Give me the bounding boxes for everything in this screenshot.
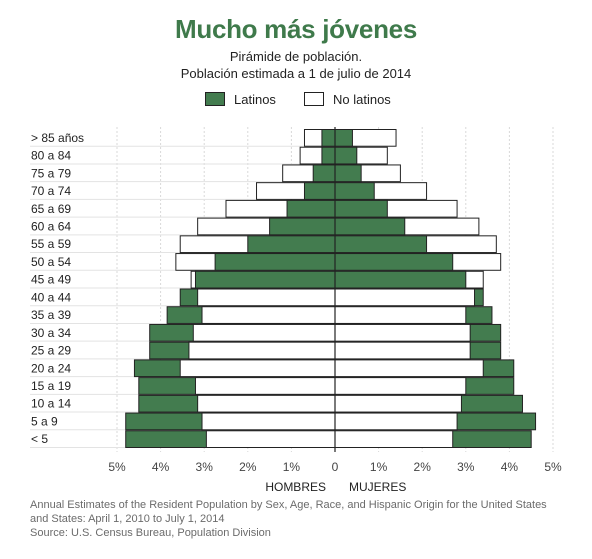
x-tick-label: 0 bbox=[332, 460, 339, 474]
chart-subtitle-line-1: Pirámide de población. bbox=[229, 49, 363, 64]
bar-latinos-hombres bbox=[321, 129, 336, 147]
bar-latinos-mujeres bbox=[334, 270, 467, 289]
bar-latinos-mujeres bbox=[334, 235, 428, 254]
x-tick-label: 2% bbox=[239, 460, 257, 474]
age-label: 5 a 9 bbox=[31, 414, 58, 428]
x-label-hombres: HOMBRES bbox=[265, 480, 326, 494]
bar-latinos-mujeres bbox=[334, 182, 375, 200]
bar-no-latinos-mujeres bbox=[334, 359, 484, 378]
age-label: 60 a 64 bbox=[31, 219, 71, 233]
bar-latinos-mujeres bbox=[334, 129, 353, 147]
bar-no-latinos-mujeres bbox=[334, 306, 467, 324]
age-label: < 5 bbox=[31, 432, 48, 446]
bar-latinos-hombres bbox=[286, 199, 336, 218]
legend-swatch-latinos bbox=[205, 92, 225, 106]
age-label: 80 a 84 bbox=[31, 149, 71, 163]
bar-latinos-mujeres bbox=[334, 164, 362, 183]
age-label: 35 a 39 bbox=[31, 308, 71, 322]
age-label: 10 a 14 bbox=[31, 397, 71, 411]
bar-latinos-hombres bbox=[247, 235, 336, 254]
bar-latinos-hombres bbox=[214, 253, 336, 271]
x-tick-label: 1% bbox=[370, 460, 388, 474]
legend-label-latinos: Latinos bbox=[234, 91, 276, 107]
bar-latinos-hombres bbox=[303, 182, 336, 200]
x-tick-label: 1% bbox=[283, 460, 301, 474]
bar-no-latinos-hombres bbox=[197, 394, 336, 413]
age-label: 30 a 34 bbox=[31, 326, 71, 340]
chart-title: Mucho más jóvenes bbox=[175, 14, 417, 44]
x-tick-label: 2% bbox=[414, 460, 432, 474]
age-label: 15 a 19 bbox=[31, 379, 71, 393]
bar-no-latinos-mujeres bbox=[334, 394, 462, 413]
age-label: > 85 años bbox=[31, 131, 84, 145]
pyramid-chart: > 85 años 80 a 84 75 a 79 70 a 74 65 a 69 60 … bbox=[30, 127, 562, 494]
chart-subtitle-line-2: Población estimada a 1 de julio de 2014 bbox=[180, 66, 412, 81]
bar-latinos-mujeres bbox=[334, 253, 454, 271]
source-line-1: Annual Estimates of the Resident Populat… bbox=[30, 499, 547, 511]
bar-latinos-hombres bbox=[269, 217, 336, 236]
bar-no-latinos-hombres bbox=[192, 323, 336, 342]
age-label: 55 a 59 bbox=[31, 237, 71, 251]
bar-latinos-mujeres bbox=[334, 217, 406, 236]
age-label: 70 a 74 bbox=[31, 184, 71, 198]
source-line-2: and States: April 1, 2010 to July 1, 201… bbox=[30, 513, 225, 525]
bar-latinos-hombres bbox=[321, 146, 336, 165]
age-label: 65 a 69 bbox=[31, 202, 71, 216]
bar-latinos-mujeres bbox=[334, 199, 388, 218]
bar-no-latinos-mujeres bbox=[334, 377, 467, 395]
source-line-3: Source: U.S. Census Bureau, Population D… bbox=[30, 527, 271, 539]
bar-no-latinos-mujeres bbox=[334, 430, 454, 448]
bar-no-latinos-hombres bbox=[194, 377, 336, 395]
bar-no-latinos-hombres bbox=[201, 306, 336, 324]
x-tick-label: 5% bbox=[108, 460, 126, 474]
legend-item-no-latinos: No latinos bbox=[304, 89, 391, 109]
x-tick-label: 4% bbox=[152, 460, 170, 474]
bar-no-latinos-hombres bbox=[188, 341, 336, 360]
bar-no-latinos-hombres bbox=[179, 359, 336, 378]
bar-no-latinos-hombres bbox=[201, 412, 336, 431]
bar-latinos-hombres bbox=[312, 164, 336, 183]
age-label: 20 a 24 bbox=[31, 361, 71, 375]
age-label: 40 a 44 bbox=[31, 290, 71, 304]
bar-no-latinos-mujeres bbox=[334, 323, 471, 342]
x-tick-label: 4% bbox=[501, 460, 519, 474]
bar-latinos-mujeres bbox=[334, 146, 358, 165]
legend-swatch-no-latinos bbox=[304, 92, 324, 106]
x-tick-label: 3% bbox=[196, 460, 214, 474]
age-label: 45 a 49 bbox=[31, 273, 71, 287]
bar-no-latinos-hombres bbox=[205, 430, 336, 448]
bar-no-latinos-hombres bbox=[197, 288, 336, 307]
age-label: 75 a 79 bbox=[31, 166, 71, 180]
bar-no-latinos-mujeres bbox=[334, 341, 471, 360]
x-tick-label: 5% bbox=[544, 460, 562, 474]
bar-latinos-hombres bbox=[194, 270, 336, 289]
bar-no-latinos-mujeres bbox=[334, 412, 458, 431]
source-note: Annual Estimates of the Resident Populat… bbox=[30, 498, 570, 540]
bar-no-latinos-mujeres bbox=[334, 288, 476, 307]
x-label-mujeres: MUJERES bbox=[349, 480, 406, 494]
age-label: 25 a 29 bbox=[31, 344, 71, 358]
x-tick-label: 3% bbox=[457, 460, 475, 474]
legend-label-no-latinos: No latinos bbox=[333, 91, 391, 107]
age-label: 50 a 54 bbox=[31, 255, 71, 269]
legend-item-latinos: Latinos bbox=[205, 89, 276, 109]
chart-legend: Latinos No latinos bbox=[0, 89, 592, 109]
